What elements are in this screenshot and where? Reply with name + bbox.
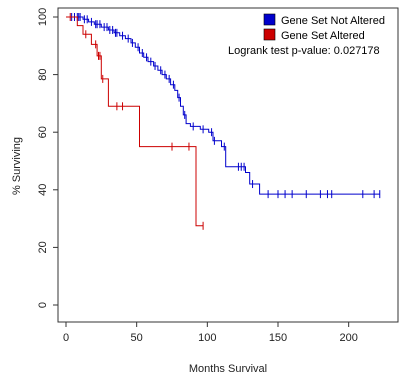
y-tick-label: 0: [37, 302, 49, 308]
y-axis: 0 20 40 60 80 100: [37, 8, 58, 308]
x-tick-label: 100: [198, 332, 216, 344]
x-tick-label: 150: [269, 332, 287, 344]
logrank-annotation: Logrank test p-value: 0.027178: [228, 45, 380, 57]
y-tick-label: 40: [37, 184, 49, 196]
x-axis-title: Months Survival: [189, 363, 267, 375]
survival-curve-altered: [66, 16, 204, 227]
y-tick-label: 20: [37, 241, 49, 253]
legend: Gene Set Not Altered Gene Set Altered Lo…: [228, 13, 385, 57]
y-tick-label: 100: [37, 8, 49, 26]
legend-swatch-not-altered: [263, 13, 276, 26]
x-tick-label: 50: [131, 332, 143, 344]
legend-label-not-altered: Gene Set Not Altered: [281, 15, 385, 27]
x-tick-label: 200: [339, 332, 357, 344]
series-layer: [66, 13, 381, 230]
plot-frame: [57, 7, 399, 323]
legend-swatch-altered: [263, 28, 276, 41]
x-axis: 0 50 100 150 200: [63, 322, 358, 344]
x-tick-label: 0: [63, 332, 69, 344]
survival-curve-not-altered: [66, 16, 380, 195]
y-tick-label: 80: [37, 68, 49, 80]
y-axis-title: % Surviving: [11, 137, 23, 195]
legend-label-altered: Gene Set Altered: [281, 30, 365, 42]
y-tick-label: 60: [37, 126, 49, 138]
